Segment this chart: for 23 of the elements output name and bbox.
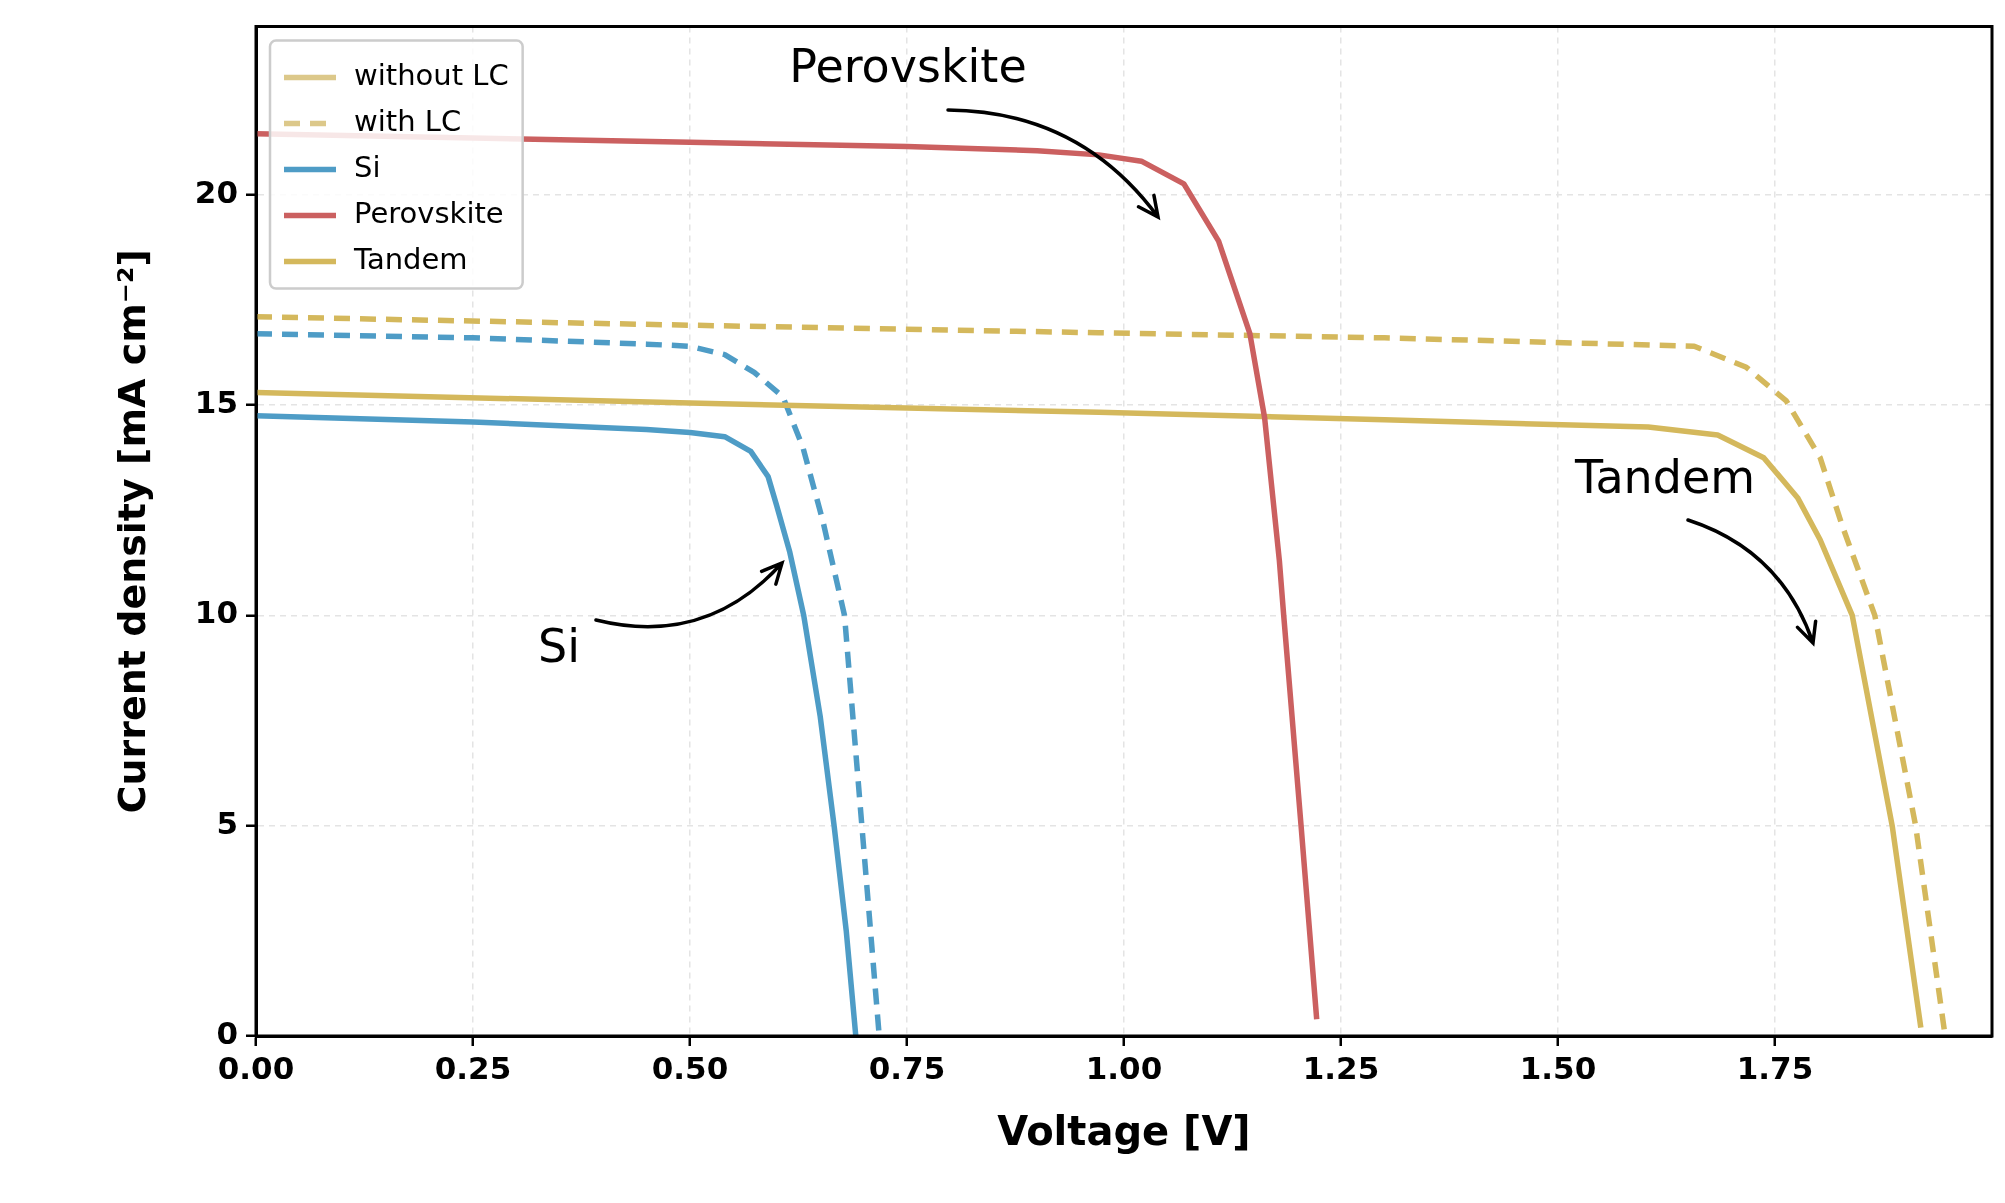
legend-label: Perovskite (354, 196, 504, 231)
y-tick-label: 15 (194, 384, 238, 421)
annotation: Si (538, 618, 580, 673)
x-tick-label: 0.50 (651, 1049, 729, 1086)
y-tick-label: 20 (194, 173, 238, 210)
y-tick-label: 5 (216, 804, 238, 841)
x-tick-label: 1.50 (1519, 1049, 1597, 1086)
y-tick-label: 0 (216, 1015, 238, 1052)
annotation: Perovskite (789, 38, 1027, 93)
legend-label: without LC (354, 58, 509, 93)
legend-label: with LC (354, 104, 462, 139)
legend-label: Si (354, 150, 381, 185)
x-tick-label: 0.75 (868, 1049, 946, 1086)
x-tick-label: 1.00 (1085, 1049, 1163, 1086)
x-tick-label: 1.75 (1736, 1049, 1814, 1086)
y-tick-label: 10 (194, 594, 238, 631)
x-axis-title: Voltage [V] (997, 1108, 1251, 1155)
legend-label: Tandem (353, 242, 468, 277)
annotation: Tandem (1573, 449, 1756, 504)
x-tick-label: 0.00 (217, 1049, 295, 1086)
x-tick-label: 0.25 (434, 1049, 512, 1086)
y-axis-title: Current density [mA cm⁻²] (109, 249, 154, 814)
x-tick-label: 1.25 (1302, 1049, 1380, 1086)
